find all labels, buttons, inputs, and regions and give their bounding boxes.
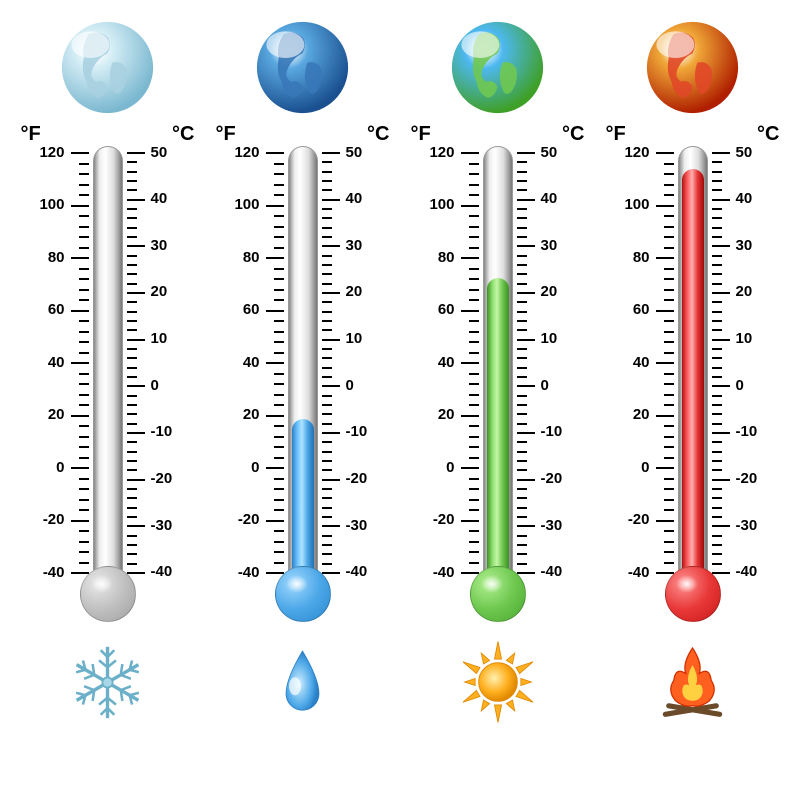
thermometer-fluid (682, 169, 704, 585)
celsius-label: °C (562, 123, 584, 146)
sun-icon (453, 637, 543, 727)
thermometer-cold: °F °C 120100806040200-20-40 50403020100-… (13, 20, 203, 780)
thermometer-bulb (470, 566, 526, 622)
celsius-label: °C (172, 123, 194, 146)
fire-icon (648, 637, 738, 727)
thermometer-tube (483, 146, 513, 586)
globe-icon (60, 20, 155, 115)
thermometer-bulb (80, 566, 136, 622)
fahrenheit-scale: 120100806040200-20-40 (17, 152, 65, 572)
fahrenheit-scale: 120100806040200-20-40 (212, 152, 260, 572)
thermometer-body: 120100806040200-20-40 50403020100-10-20-… (208, 152, 398, 612)
fahrenheit-label: °F (411, 123, 431, 146)
fahrenheit-scale: 120100806040200-20-40 (407, 152, 455, 572)
fahrenheit-label: °F (216, 123, 236, 146)
fahrenheit-scale: 120100806040200-20-40 (602, 152, 650, 572)
thermometer-tube (678, 146, 708, 586)
celsius-label: °C (757, 123, 779, 146)
thermometer-body: 120100806040200-20-40 50403020100-10-20-… (598, 152, 788, 612)
tick-marks-right (127, 152, 149, 572)
thermometer-fluid (487, 278, 509, 585)
globe-icon (255, 20, 350, 115)
tick-marks-left (262, 152, 284, 572)
celsius-scale: 50403020100-10-20-30-40 (151, 152, 199, 572)
thermometer-bulb (665, 566, 721, 622)
thermometer-tube (288, 146, 318, 586)
thermometer-bulb (275, 566, 331, 622)
tick-marks-left (652, 152, 674, 572)
tick-marks-right (517, 152, 539, 572)
celsius-scale: 50403020100-10-20-30-40 (736, 152, 784, 572)
thermometer-tube (93, 146, 123, 586)
snowflake-icon (63, 637, 153, 727)
thermometer-body: 120100806040200-20-40 50403020100-10-20-… (13, 152, 203, 612)
globe-icon (450, 20, 545, 115)
thermometer-hot: °F °C 120100806040200-20-40 50403020100-… (598, 20, 788, 780)
celsius-label: °C (367, 123, 389, 146)
fahrenheit-label: °F (21, 123, 41, 146)
thermometer-body: 120100806040200-20-40 50403020100-10-20-… (403, 152, 593, 612)
tick-marks-right (712, 152, 734, 572)
tick-marks-left (457, 152, 479, 572)
thermometer-fluid (292, 419, 314, 585)
thermometer-warm: °F °C 120100806040200-20-40 50403020100-… (403, 20, 593, 780)
globe-icon (645, 20, 740, 115)
tick-marks-left (67, 152, 89, 572)
thermometer-cool: °F °C 120100806040200-20-40 50403020100-… (208, 20, 398, 780)
fahrenheit-label: °F (606, 123, 626, 146)
celsius-scale: 50403020100-10-20-30-40 (346, 152, 394, 572)
droplet-icon (258, 637, 348, 727)
tick-marks-right (322, 152, 344, 572)
celsius-scale: 50403020100-10-20-30-40 (541, 152, 589, 572)
